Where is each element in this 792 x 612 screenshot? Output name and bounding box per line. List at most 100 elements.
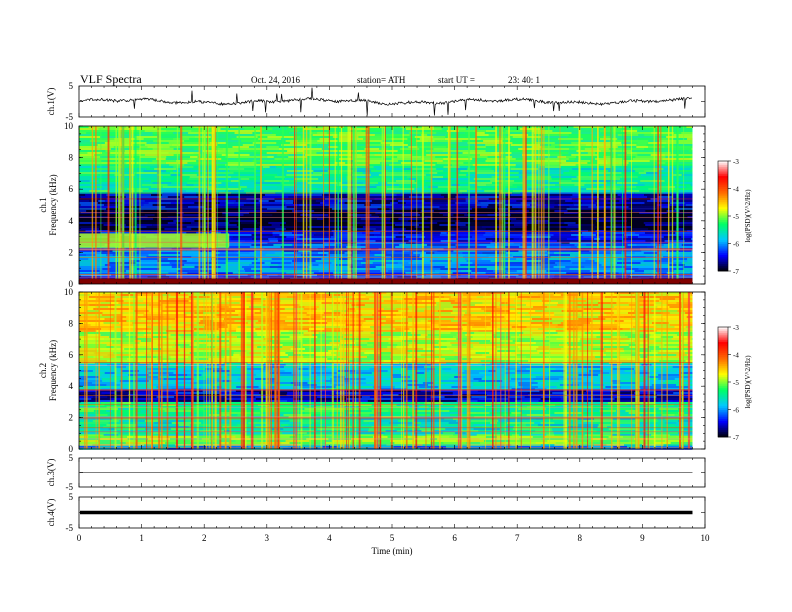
spectral-cell	[255, 322, 275, 324]
spectral-cell	[682, 300, 690, 302]
spectral-cell	[170, 202, 195, 204]
spectral-cell	[533, 338, 557, 340]
spectral-cell	[126, 224, 137, 226]
spectral-cell	[391, 234, 412, 236]
spectral-cell	[416, 216, 425, 218]
spectral-cell	[538, 168, 562, 170]
spectral-cell	[142, 266, 172, 268]
spectral-cell	[280, 298, 295, 300]
spectral-cell	[94, 206, 118, 208]
spectral-cell	[154, 214, 181, 216]
spectral-cell	[169, 262, 181, 264]
spectral-cell	[557, 332, 585, 334]
spectral-cell	[584, 332, 597, 334]
spectral-cell	[683, 228, 693, 230]
spectral-cell	[440, 390, 471, 392]
spectral-cell	[472, 230, 503, 232]
spectral-cell	[366, 238, 392, 240]
spectral-cell	[440, 300, 455, 302]
spectral-cell	[354, 308, 384, 310]
spectral-cell	[413, 270, 435, 272]
spectral-cell	[585, 182, 607, 184]
spectral-cell	[350, 380, 374, 382]
spectral-cell	[229, 340, 237, 342]
colorbar-cell	[718, 166, 728, 169]
spectral-cell	[151, 292, 160, 294]
spectral-cell	[286, 206, 311, 208]
spectral-cell	[505, 318, 532, 320]
spectral-cell	[504, 194, 511, 196]
spectral-cell	[629, 328, 655, 330]
spectral-cell	[550, 300, 570, 302]
spectral-cell	[394, 210, 421, 212]
colorbar-cell	[718, 194, 728, 197]
spectral-cell	[350, 316, 360, 318]
spectral-cell	[191, 248, 213, 250]
spectral-cell	[301, 166, 332, 168]
spectral-cell	[563, 172, 592, 174]
spectral-cell	[443, 176, 470, 178]
spectral-cell	[178, 232, 187, 234]
spectral-cell	[470, 390, 478, 392]
spectral-cell	[378, 174, 405, 176]
spectral-cell	[490, 322, 510, 324]
spectral-cell	[658, 292, 688, 294]
spectral-cell	[568, 348, 577, 350]
spectral-cell	[572, 262, 600, 264]
spectral-cell	[79, 142, 86, 144]
spectral-cell	[677, 190, 693, 192]
spectral-cell	[321, 258, 339, 260]
spectral-cell	[636, 144, 647, 146]
spectral-cell	[450, 332, 463, 334]
spectral-cell	[363, 322, 381, 324]
spectral-cell	[228, 214, 244, 216]
spectral-cell	[193, 330, 207, 332]
spectral-cell	[678, 162, 693, 164]
spectral-cell	[495, 332, 524, 334]
spectral-cell	[207, 188, 226, 190]
spectral-cell	[199, 344, 207, 346]
spectral-cell	[227, 324, 253, 326]
spectral-cell	[385, 264, 403, 266]
spectral-cell	[496, 178, 526, 180]
spectral-cell	[409, 196, 433, 198]
spectral-cell	[346, 176, 353, 178]
spectral-cell	[433, 376, 455, 378]
spectral-cell	[656, 208, 675, 210]
spectral-cell	[571, 154, 579, 156]
spectral-cell	[496, 156, 506, 158]
spectral-cell	[531, 246, 546, 248]
spectral-cell	[473, 384, 500, 386]
spectral-cell	[571, 178, 582, 180]
spectral-cell	[226, 178, 241, 180]
spectral-cell	[563, 346, 581, 348]
spectral-cell	[417, 340, 447, 342]
spectral-cell	[79, 202, 98, 204]
spectral-cell	[636, 352, 658, 354]
spectral-cell	[312, 208, 332, 210]
spectral-cell	[189, 344, 200, 346]
spectral-cell	[621, 342, 635, 344]
spectral-cell	[369, 192, 384, 194]
spectral-cell	[274, 236, 287, 238]
spectral-cell	[502, 240, 524, 242]
spectral-cell	[136, 250, 158, 252]
spectral-cell	[179, 200, 200, 202]
spectral-cell	[271, 224, 280, 226]
spectral-cell	[373, 386, 395, 388]
spectral-cell	[640, 390, 654, 392]
spectral-cell	[306, 224, 320, 226]
spectral-cell	[440, 346, 447, 348]
spectral-cell	[550, 370, 566, 372]
spectral-cell	[574, 130, 590, 132]
spectral-cell	[295, 148, 322, 150]
spectral-cell	[115, 318, 123, 320]
spectral-cell	[293, 352, 305, 354]
spectral-cell	[535, 342, 550, 344]
spectral-cell	[472, 326, 487, 328]
spectral-cell	[314, 228, 326, 230]
spectral-cell	[198, 224, 215, 226]
spectral-cell	[686, 126, 693, 128]
spectral-cell	[446, 232, 477, 234]
spectral-cell	[676, 302, 693, 304]
